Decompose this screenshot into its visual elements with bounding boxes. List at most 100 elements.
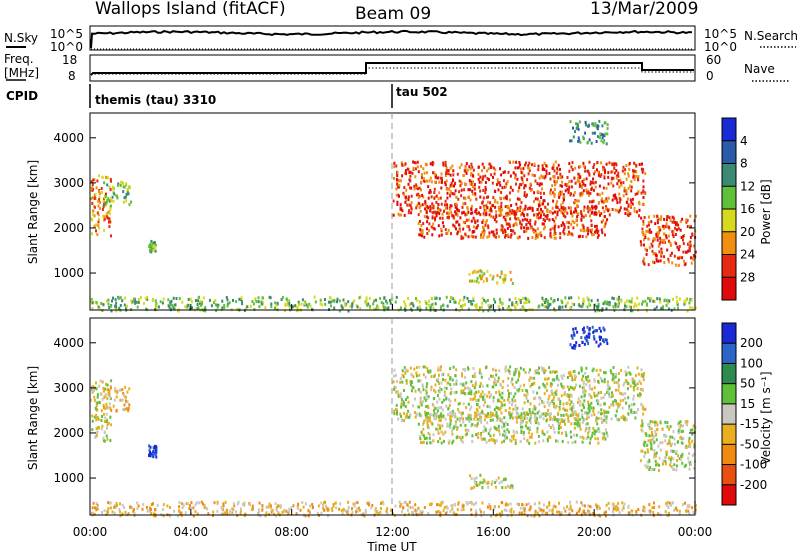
echo-cell	[585, 437, 588, 440]
echo-cell	[451, 297, 454, 301]
echo-cell	[650, 230, 653, 234]
echo-cell	[458, 436, 461, 439]
echo-cell	[604, 371, 607, 375]
echo-cell	[632, 381, 635, 385]
echo-cell	[577, 417, 580, 421]
echo-cell	[577, 127, 580, 131]
echo-cell	[590, 401, 593, 405]
echo-cell	[392, 213, 395, 217]
echo-cell	[647, 439, 650, 443]
echo-cell	[152, 297, 154, 301]
echo-cell	[602, 326, 605, 330]
echo-cell	[519, 198, 521, 201]
echo-cell	[91, 201, 94, 205]
echo-cell	[516, 217, 519, 220]
echo-cell	[368, 503, 370, 506]
echo-cell	[442, 509, 445, 513]
echo-cell	[478, 306, 481, 310]
echo-cell	[106, 299, 109, 303]
echo-cell	[515, 420, 518, 424]
echo-cell	[554, 505, 557, 509]
echo-cell	[549, 426, 552, 429]
echo-cell	[464, 166, 467, 170]
echo-cell	[506, 436, 508, 440]
echo-cell	[689, 445, 692, 449]
echo-cell	[538, 514, 541, 518]
echo-cell	[451, 164, 454, 168]
echo-cell	[580, 210, 583, 214]
echo-cell	[606, 434, 609, 438]
echo-cell	[564, 189, 567, 193]
echo-cell	[619, 178, 622, 182]
echo-cell	[594, 224, 596, 228]
echo-cell	[661, 427, 664, 431]
echo-cell	[304, 514, 307, 518]
echo-cell	[556, 180, 559, 184]
echo-cell	[496, 281, 499, 285]
echo-cell	[490, 514, 493, 518]
echo-cell	[166, 504, 169, 508]
echo-cell	[462, 504, 465, 508]
echo-cell	[514, 407, 517, 411]
echo-cell	[534, 419, 537, 423]
echo-cell	[556, 200, 559, 204]
echo-cell	[90, 180, 93, 184]
echo-cell	[418, 220, 421, 223]
echo-cell	[523, 186, 526, 190]
echo-cell	[612, 305, 615, 309]
echo-cell	[579, 183, 581, 187]
cpid-program-1: themis (tau) 3310	[95, 93, 216, 107]
echo-cell	[446, 381, 449, 385]
echo-cell	[444, 183, 447, 187]
echo-cell	[508, 400, 511, 404]
echo-cell	[519, 384, 522, 388]
echo-cell	[626, 299, 629, 303]
echo-cell	[417, 222, 420, 225]
echo-cell	[481, 384, 484, 388]
echo-cell	[422, 373, 425, 377]
echo-cell	[460, 194, 463, 198]
echo-cell	[635, 411, 638, 414]
echo-cell	[144, 297, 147, 301]
echo-cell	[692, 510, 695, 514]
echo-cell	[470, 234, 473, 238]
colorbar-segment	[722, 484, 736, 506]
echo-cell	[544, 174, 547, 178]
echo-cell	[449, 166, 452, 170]
echo-cell	[520, 183, 523, 187]
echo-cell	[674, 442, 676, 446]
echo-cell	[694, 508, 697, 512]
echo-cell	[551, 399, 554, 403]
echo-cell	[264, 306, 267, 310]
echo-cell	[556, 168, 559, 172]
echo-cell	[640, 424, 643, 428]
echo-cell	[213, 301, 215, 304]
echo-cell	[585, 235, 588, 239]
echo-cell	[601, 420, 604, 424]
echo-cell	[153, 444, 156, 448]
echo-cell	[450, 211, 453, 215]
echo-cell	[593, 394, 596, 398]
echo-cell	[634, 302, 637, 306]
echo-cell	[659, 228, 662, 232]
echo-cell	[495, 383, 497, 387]
echo-cell	[126, 188, 129, 192]
echo-cell	[287, 512, 290, 516]
echo-cell	[600, 197, 603, 201]
echo-cell	[400, 402, 403, 406]
echo-cell	[440, 186, 443, 190]
echo-cell	[533, 174, 536, 178]
echo-cell	[617, 378, 620, 382]
echo-cell	[329, 300, 332, 304]
echo-cell	[385, 509, 388, 513]
echo-cell	[558, 195, 561, 199]
echo-cell	[277, 511, 280, 515]
echo-cell	[506, 423, 509, 426]
echo-cell	[270, 510, 273, 514]
echo-cell	[480, 510, 483, 514]
echo-cell	[651, 468, 654, 472]
echo-cell	[686, 225, 689, 228]
echo-cell	[426, 397, 429, 401]
echo-cell	[691, 233, 694, 237]
echo-cell	[540, 412, 543, 416]
